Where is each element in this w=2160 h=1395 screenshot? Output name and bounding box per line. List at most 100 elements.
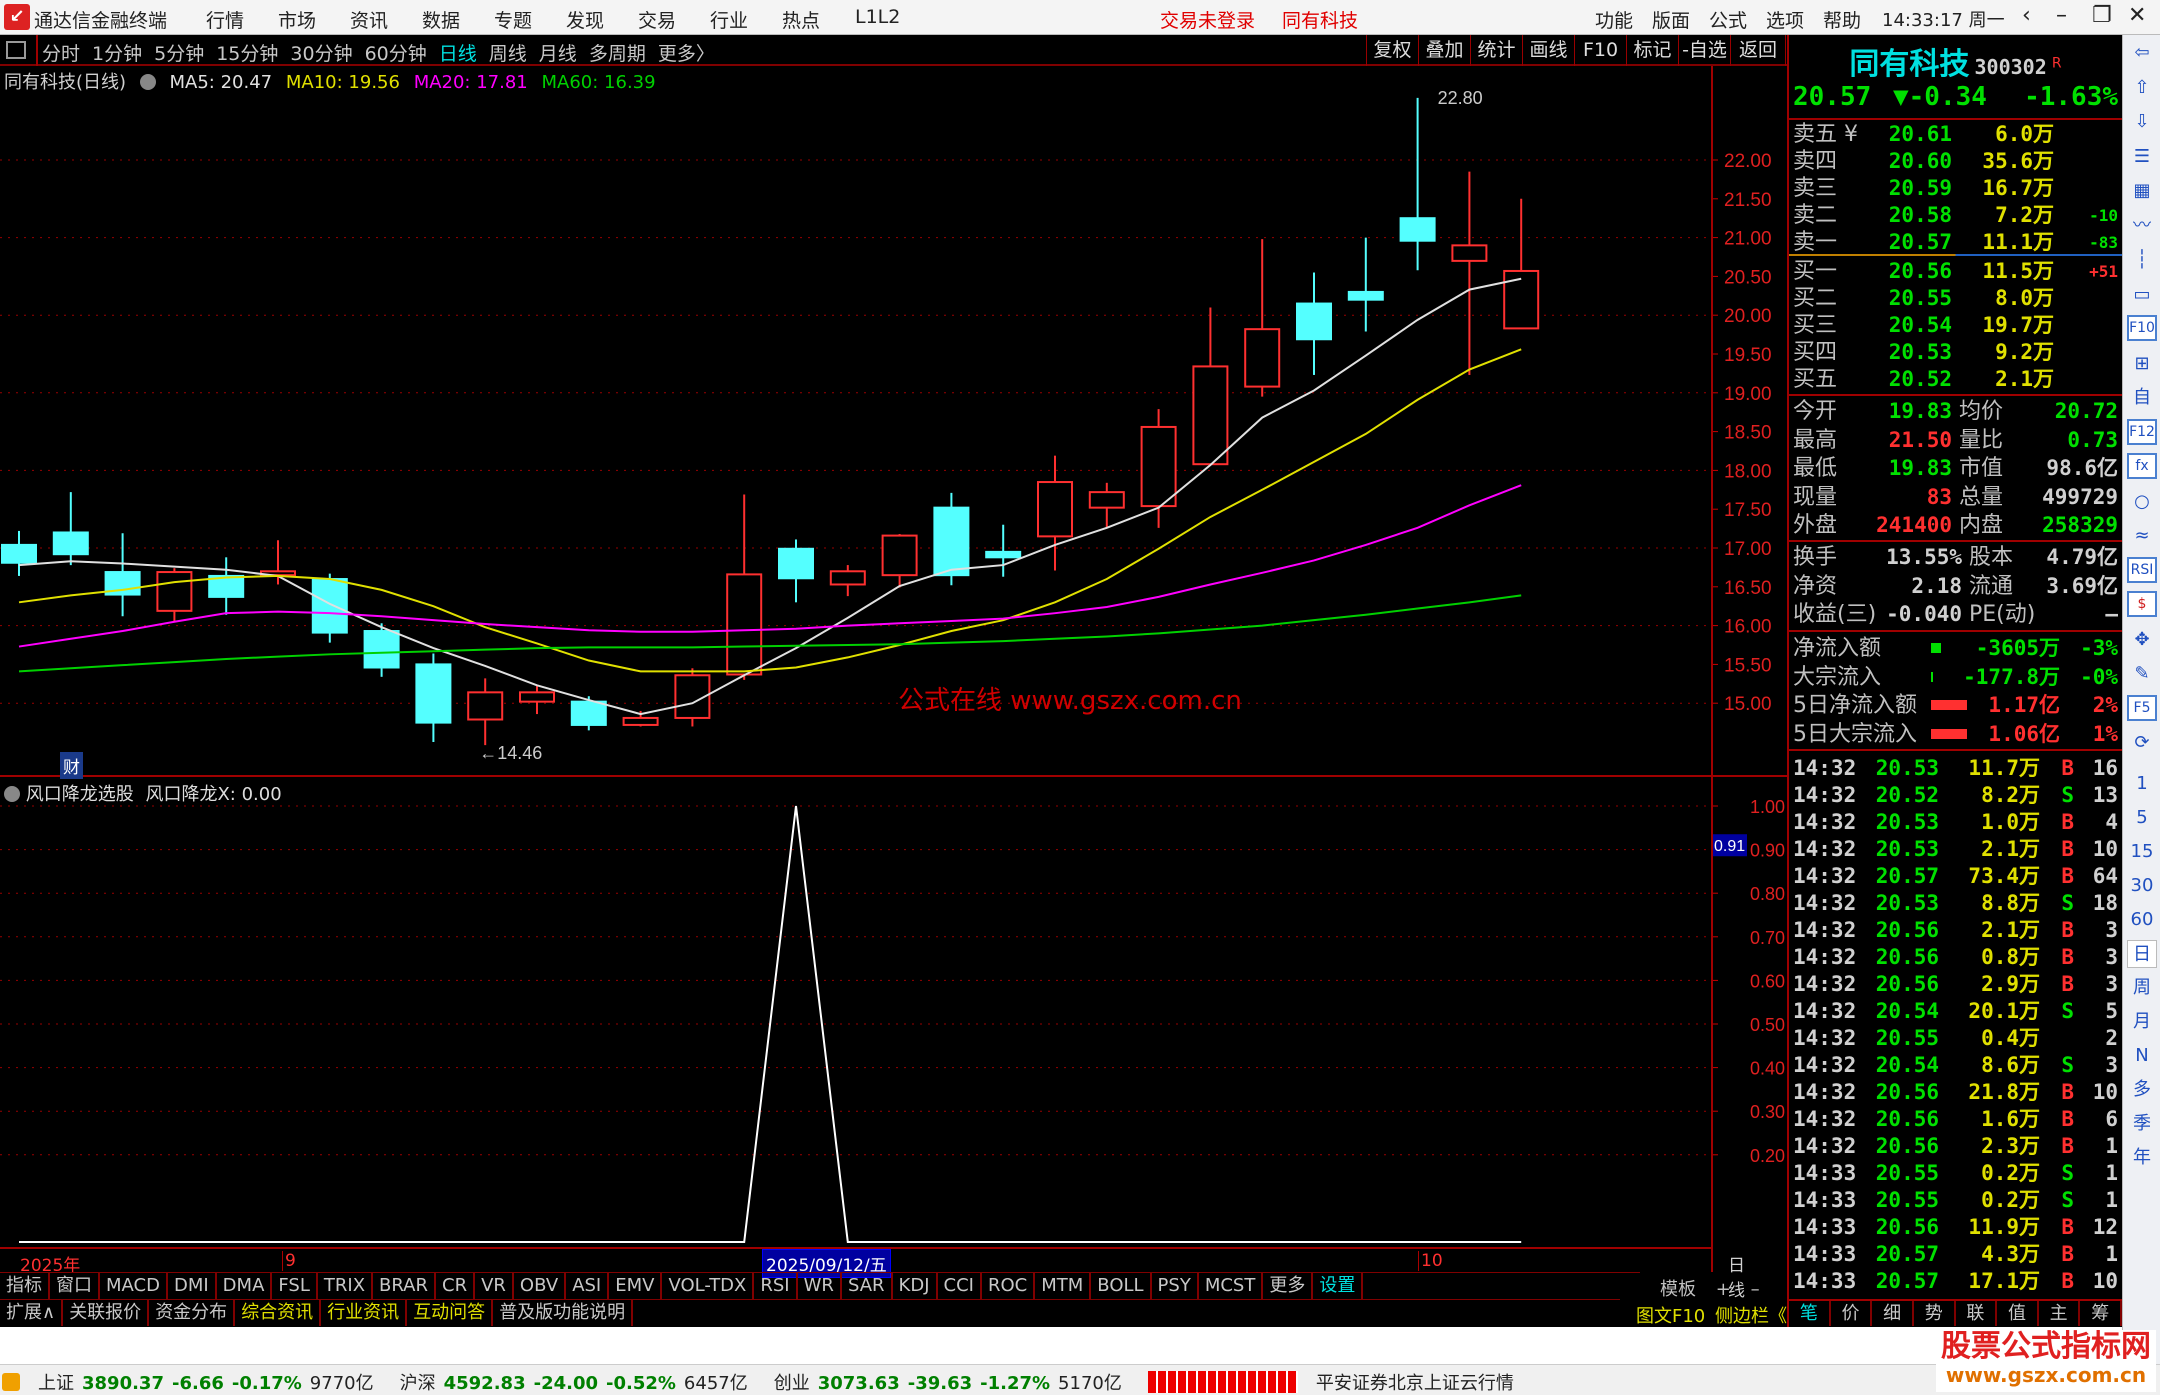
grid-icon[interactable]: ▦ bbox=[2133, 180, 2151, 201]
arrow-down-icon[interactable]: ⇩ bbox=[2134, 111, 2150, 132]
trade-tab-0[interactable]: 笔 bbox=[1789, 1301, 1831, 1326]
dropdown-icon[interactable] bbox=[139, 74, 156, 90]
trend-icon[interactable]: 〰 bbox=[2133, 214, 2151, 236]
index-hs[interactable]: 沪深 4592.83 -24.00 -0.52% 6457亿 bbox=[399, 1373, 748, 1394]
sidebar-period-11[interactable]: 年 bbox=[2133, 1146, 2151, 1168]
draw-button[interactable]: 画线 bbox=[1522, 35, 1574, 66]
index-cy[interactable]: 创业 3073.63 -39.63 -1.27% 5170亿 bbox=[773, 1373, 1122, 1394]
sidebar-period-4[interactable]: 60 bbox=[2130, 908, 2154, 930]
indicator-tab-3[interactable]: DMI bbox=[168, 1273, 217, 1299]
menu-l1l2[interactable]: L1L2 bbox=[855, 6, 901, 28]
sidebar-period-2[interactable]: 15 bbox=[2130, 840, 2154, 862]
candle-body[interactable] bbox=[622, 716, 659, 726]
candle-body[interactable] bbox=[1037, 481, 1073, 538]
ask-row[interactable]: 卖四 20.60 35.6万 bbox=[1789, 148, 2122, 175]
arrow-up-icon[interactable]: ⇧ bbox=[2134, 76, 2150, 98]
candle-body[interactable] bbox=[156, 571, 193, 612]
candle-body[interactable] bbox=[519, 691, 555, 703]
window-icon[interactable]: ▭ bbox=[2133, 283, 2151, 305]
menu-banmian[interactable]: 版面 bbox=[1652, 10, 1691, 32]
tree-icon[interactable]: ⊞ bbox=[2134, 352, 2150, 374]
indicator-tab-6[interactable]: TRIX bbox=[318, 1273, 374, 1299]
indicator-tab-13[interactable]: VOL-TDX bbox=[662, 1273, 755, 1299]
flow-row[interactable]: 5日大宗流入 1.06亿 1% bbox=[1789, 721, 2122, 748]
bid-row[interactable]: 买四 20.53 9.2万 bbox=[1789, 339, 2122, 366]
back-icon[interactable]: ‹ bbox=[2022, 3, 2031, 28]
f10-button[interactable]: F10 bbox=[1574, 35, 1626, 66]
close-icon[interactable]: ✕ bbox=[2128, 3, 2147, 28]
indicator-tab-23[interactable]: MCST bbox=[1199, 1273, 1264, 1299]
overlay-button[interactable]: 叠加 bbox=[1418, 35, 1470, 66]
period-monthly[interactable]: 月线 bbox=[538, 43, 577, 65]
candle-body[interactable] bbox=[1244, 328, 1281, 388]
candle-body[interactable] bbox=[1088, 491, 1125, 509]
ext-tab[interactable]: 综合资讯 bbox=[235, 1300, 322, 1326]
indicator-tab-4[interactable]: DMA bbox=[217, 1273, 273, 1299]
indicator-tab-5[interactable]: FSL bbox=[272, 1273, 318, 1299]
finance-badge[interactable]: 财 bbox=[60, 752, 83, 779]
trade-tab-1[interactable]: 价 bbox=[1831, 1301, 1873, 1326]
candles-icon[interactable]: ┆ bbox=[2136, 249, 2148, 270]
trade-tab-3[interactable]: 势 bbox=[1914, 1301, 1956, 1326]
indicator-tab-21[interactable]: BOLL bbox=[1091, 1273, 1152, 1299]
menu-jiaoyi[interactable]: 交易 bbox=[638, 10, 677, 32]
trade-tab-4[interactable]: 联 bbox=[1956, 1301, 1998, 1326]
dollar-icon[interactable]: $ bbox=[2127, 591, 2157, 617]
trade-tab-2[interactable]: 细 bbox=[1872, 1301, 1914, 1326]
menu-redian[interactable]: 热点 bbox=[782, 10, 821, 32]
indicator-tab-15[interactable]: WR bbox=[798, 1273, 842, 1299]
sidebar-toggle-button[interactable]: 侧边栏《 bbox=[1715, 1306, 1787, 1327]
period-60min[interactable]: 60分钟 bbox=[364, 43, 427, 65]
add-pane-button[interactable]: + bbox=[1715, 1279, 1731, 1300]
indicator-tab-1[interactable]: 窗口 bbox=[50, 1273, 100, 1299]
indicator-tab-7[interactable]: BRAR bbox=[373, 1273, 436, 1299]
candle-body[interactable] bbox=[985, 550, 1022, 559]
indicator-tab-8[interactable]: CR bbox=[436, 1273, 476, 1299]
fuquan-button[interactable]: 复权 bbox=[1366, 35, 1418, 66]
period-weekly[interactable]: 周线 bbox=[488, 43, 527, 65]
sidebar-period-6[interactable]: 周 bbox=[2133, 976, 2151, 998]
trade-tab-5[interactable]: 值 bbox=[1997, 1301, 2039, 1326]
candle-body[interactable] bbox=[52, 531, 89, 556]
pencil-icon[interactable]: ✎ bbox=[2134, 663, 2150, 684]
candle-body[interactable] bbox=[1296, 302, 1332, 341]
f10-icon[interactable]: F10 bbox=[2127, 315, 2157, 341]
menu-hangye[interactable]: 行业 bbox=[710, 10, 749, 32]
flow-row[interactable]: 5日净流入额 1.17亿 2% bbox=[1789, 692, 2122, 719]
trade-tab-7[interactable]: 筹 bbox=[2080, 1301, 2122, 1326]
indicator-tab-11[interactable]: ASI bbox=[566, 1273, 610, 1299]
candle-body[interactable] bbox=[726, 573, 763, 676]
indicator-tab-25[interactable]: 设置 bbox=[1313, 1273, 1364, 1299]
menu-gongneng[interactable]: 功能 bbox=[1595, 10, 1634, 32]
period-more[interactable]: 更多〉 bbox=[657, 43, 715, 65]
candle-body[interactable] bbox=[415, 663, 452, 724]
menu-zixun[interactable]: 资讯 bbox=[350, 10, 389, 32]
ext-tab[interactable]: 普及版功能说明 bbox=[493, 1300, 634, 1326]
trade-tab-6[interactable]: 主 bbox=[2039, 1301, 2081, 1326]
candle-body[interactable] bbox=[208, 574, 245, 598]
ext-tab[interactable]: 关联报价 bbox=[63, 1300, 150, 1326]
mark-button[interactable]: 标记 bbox=[1626, 35, 1678, 66]
period-30min[interactable]: 30分钟 bbox=[290, 43, 353, 65]
indicator-tab-20[interactable]: MTM bbox=[1035, 1273, 1092, 1299]
dropdown-icon[interactable] bbox=[4, 786, 20, 802]
fx-icon[interactable]: fx bbox=[2127, 453, 2157, 479]
f12-icon[interactable]: F12 bbox=[2127, 418, 2157, 445]
candlestick-chart[interactable]: 22.00 21.50 21.00 20.50 20.00 19.50 19.00 18.50… bbox=[0, 66, 1787, 777]
candle-body[interactable] bbox=[778, 547, 814, 580]
period-1min[interactable]: 1分钟 bbox=[92, 43, 143, 65]
menu-faxian[interactable]: 发现 bbox=[566, 10, 605, 32]
ext-tab[interactable]: 行业资讯 bbox=[321, 1300, 408, 1326]
candle-body[interactable] bbox=[933, 506, 970, 577]
f10-graphic-button[interactable]: 图文F10 bbox=[1636, 1306, 1706, 1327]
restore-icon[interactable]: ❐ bbox=[2092, 3, 2112, 28]
rsi-icon[interactable]: RSI bbox=[2127, 556, 2157, 583]
candle-body[interactable] bbox=[311, 578, 348, 634]
indicator-tab-19[interactable]: ROC bbox=[982, 1273, 1036, 1299]
minimize-icon[interactable]: – bbox=[2056, 3, 2067, 28]
refresh-icon[interactable]: ⟳ bbox=[2134, 732, 2150, 753]
stats-button[interactable]: 统计 bbox=[1470, 35, 1522, 66]
candle-body[interactable] bbox=[363, 630, 400, 669]
bid-row[interactable]: 买二 20.55 8.0万 bbox=[1789, 285, 2122, 312]
indicator-tab-24[interactable]: 更多 bbox=[1263, 1273, 1314, 1299]
